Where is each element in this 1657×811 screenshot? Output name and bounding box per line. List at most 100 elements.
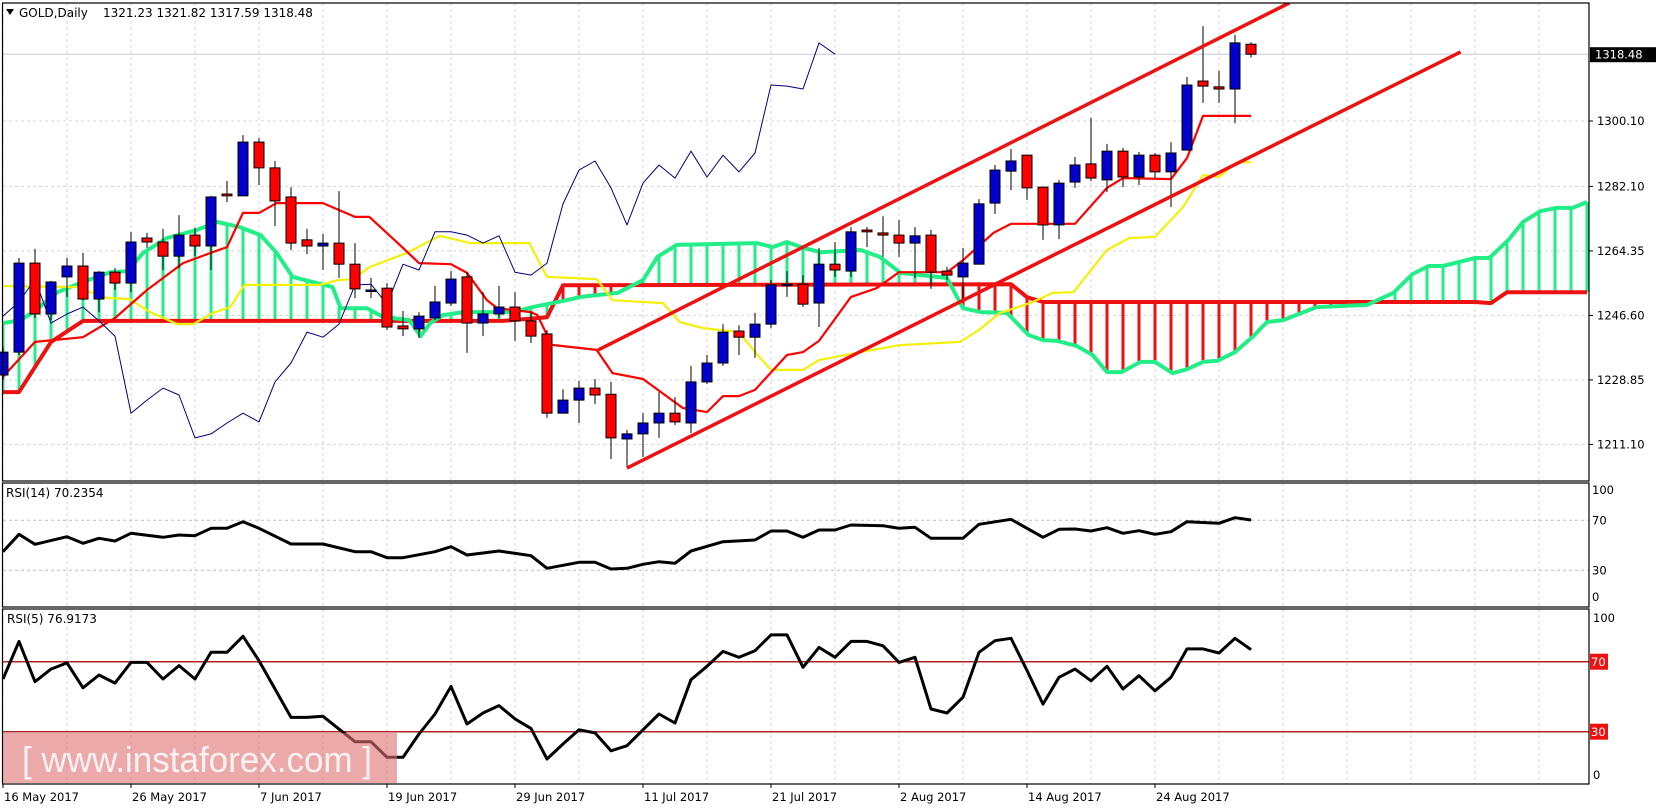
price-axis-label: 1246.60	[1597, 308, 1645, 322]
cloud-hatch	[3, 202, 1589, 393]
candle	[141, 232, 153, 248]
candle	[285, 187, 297, 251]
panel-border	[1, 482, 1590, 608]
candle	[29, 248, 41, 318]
candle	[429, 285, 441, 321]
last-price-label: 1318.48	[1595, 48, 1643, 62]
panel-border	[1, 2, 1590, 482]
candle-body	[653, 412, 665, 424]
candle-body	[157, 241, 169, 257]
rsi14-axis-label: 0	[1592, 590, 1599, 604]
rsi14-axis-label: 100	[1592, 483, 1614, 497]
channel-trendline[interactable]	[626, 50, 1462, 470]
rsi5-level-label: 70	[1591, 655, 1606, 669]
candle-body	[397, 325, 409, 330]
candle	[333, 191, 345, 278]
candle-body	[829, 263, 841, 271]
rsi5-level-label: 30	[1591, 725, 1606, 739]
candle	[1149, 152, 1161, 179]
candle	[1181, 77, 1193, 151]
candle-body	[205, 196, 217, 247]
candle-body	[941, 270, 953, 276]
candle-body	[493, 306, 505, 315]
candle	[0, 346, 9, 381]
candle	[1245, 42, 1257, 58]
price-axis-label: 1282.10	[1597, 179, 1645, 193]
candle	[77, 252, 89, 301]
senkou-span-b-line	[3, 282, 1587, 395]
candle	[317, 234, 329, 270]
date-axis-label: 11 Jul 2017	[644, 790, 709, 804]
candle	[461, 272, 473, 353]
channel-trendline[interactable]	[597, 3, 1291, 352]
candle-body	[637, 422, 649, 435]
candle	[605, 381, 617, 459]
watermark: [ www.instaforex.com ]	[3, 733, 397, 783]
candle	[765, 280, 777, 329]
candle-body	[237, 141, 249, 197]
candle-body	[1037, 186, 1049, 226]
candle-body	[189, 234, 201, 247]
candle	[1069, 156, 1081, 188]
rsi-panels: RSI(14) 70.2354 RSI(5) 76.9173	[1, 486, 1589, 761]
candle-body	[893, 234, 905, 244]
candle-body	[509, 306, 521, 322]
candle	[893, 219, 905, 257]
candle-body	[1165, 152, 1177, 173]
candle-body	[29, 262, 41, 315]
date-axis-label: 7 Jun 2017	[260, 790, 322, 804]
candle-body	[381, 287, 393, 328]
candle-body	[125, 241, 137, 284]
candle	[781, 271, 793, 297]
ichimoku-lines	[3, 42, 1588, 439]
tenkan-sen-line	[3, 114, 1251, 414]
candle-body	[365, 289, 377, 292]
date-axis-label: 29 Jun 2017	[516, 790, 585, 804]
candle	[397, 311, 409, 337]
rsi14-axis-label: 70	[1592, 513, 1607, 527]
candle	[61, 258, 73, 297]
candle-body	[1213, 86, 1225, 90]
triangle-down-icon[interactable]	[6, 9, 14, 15]
candle-body	[557, 399, 569, 414]
candle-body	[621, 433, 633, 440]
candle	[685, 365, 697, 434]
candle	[1101, 143, 1113, 192]
candle	[109, 268, 121, 290]
candle-body	[413, 315, 425, 330]
candle-body	[765, 284, 777, 325]
candles	[0, 26, 1257, 469]
candle-body	[1117, 150, 1129, 178]
rsi5-level-tag	[1590, 653, 1608, 670]
candle-body	[589, 387, 601, 396]
candle-body	[13, 262, 25, 353]
trendlines[interactable]	[597, 3, 1462, 470]
date-axis-label: 14 Aug 2017	[1028, 790, 1102, 804]
rsi14-axis-label: 30	[1592, 563, 1607, 577]
candle	[413, 312, 425, 338]
rsi5-level-tag	[1590, 723, 1608, 740]
candle	[493, 285, 505, 318]
candle	[205, 195, 217, 270]
candle-body	[461, 276, 473, 324]
axes: 1300.10 1282.10 1264.35 1246.60 1228.85 1211.…	[2, 47, 1656, 804]
candle-body	[141, 237, 153, 243]
candle-body	[573, 387, 585, 401]
candle	[253, 138, 265, 185]
candle-body	[269, 167, 281, 202]
candle-body	[285, 196, 297, 244]
date-axis-label: 24 Aug 2017	[1156, 790, 1230, 804]
candle	[733, 325, 745, 356]
candle-body	[1053, 182, 1065, 226]
candle	[1085, 117, 1097, 181]
candle	[1021, 154, 1033, 200]
candle-body	[989, 169, 1001, 204]
candle-body	[973, 203, 985, 265]
senkou-span-a-line	[3, 200, 1588, 376]
candle	[573, 380, 585, 423]
candle-body	[109, 271, 121, 284]
candle	[301, 228, 313, 255]
candle-body	[605, 393, 617, 439]
